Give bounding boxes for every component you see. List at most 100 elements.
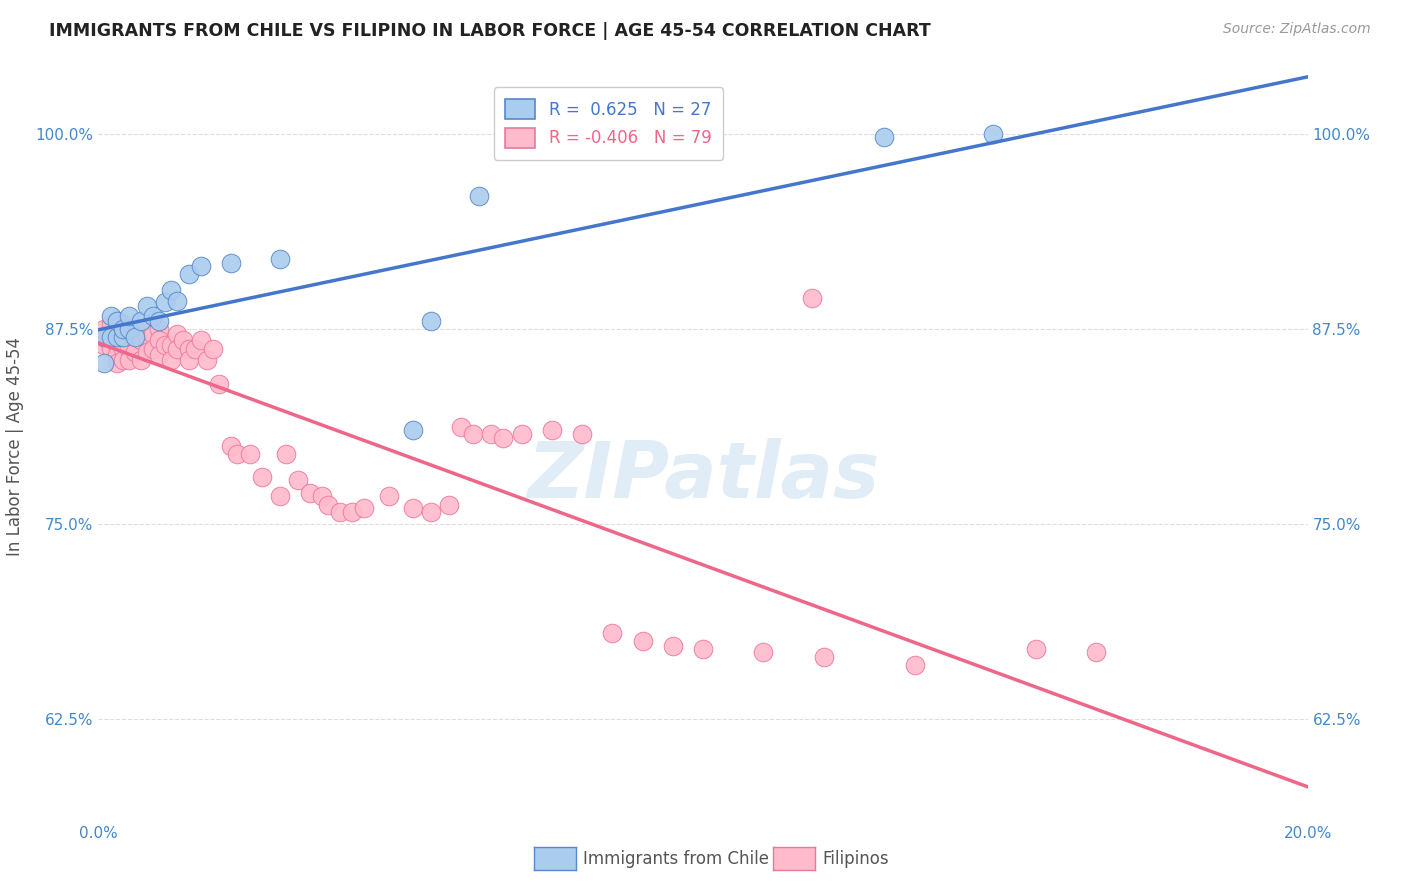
Point	[179, 353, 201, 368]
Point	[172, 333, 194, 347]
Y-axis label: In Labor Force | Age 45-54: In Labor Force | Age 45-54	[7, 336, 24, 556]
Point	[661, 639, 683, 653]
Point	[221, 439, 243, 453]
Point	[100, 341, 122, 355]
Point	[118, 310, 141, 324]
Point	[124, 322, 146, 336]
Point	[571, 426, 593, 441]
Point	[202, 343, 225, 357]
Point	[468, 189, 491, 203]
Point	[492, 431, 515, 445]
Point	[221, 256, 243, 270]
Point	[142, 343, 165, 357]
Point	[752, 645, 775, 659]
Point	[153, 295, 176, 310]
Point	[160, 283, 183, 297]
Point	[481, 426, 503, 441]
Point	[111, 330, 134, 344]
Point	[124, 333, 146, 347]
Point	[105, 314, 128, 328]
Point	[111, 318, 134, 332]
Point	[100, 330, 122, 344]
Point	[377, 489, 399, 503]
Point	[342, 505, 364, 519]
Point	[111, 353, 134, 368]
Point	[100, 330, 122, 344]
Point	[190, 260, 212, 274]
Point	[166, 343, 188, 357]
Point	[873, 130, 896, 145]
Point	[692, 642, 714, 657]
Point	[93, 356, 115, 370]
Point	[105, 356, 128, 370]
Point	[269, 252, 291, 266]
Point	[184, 343, 207, 357]
Text: IMMIGRANTS FROM CHILE VS FILIPINO IN LABOR FORCE | AGE 45-54 CORRELATION CHART: IMMIGRANTS FROM CHILE VS FILIPINO IN LAB…	[49, 22, 931, 40]
Point	[111, 330, 134, 344]
Point	[904, 657, 927, 672]
Point	[353, 501, 375, 516]
Point	[510, 426, 533, 441]
Point	[142, 326, 165, 341]
Point	[160, 337, 183, 351]
Legend: R =  0.625   N = 27, R = -0.406   N = 79: R = 0.625 N = 27, R = -0.406 N = 79	[494, 87, 723, 160]
Point	[105, 337, 128, 351]
Point	[142, 310, 165, 324]
Point	[299, 486, 322, 500]
Point	[105, 326, 128, 341]
Point	[463, 426, 485, 441]
Point	[311, 489, 333, 503]
Point	[118, 322, 141, 336]
Point	[148, 314, 170, 328]
Point	[153, 337, 176, 351]
Text: ZIPatlas: ZIPatlas	[527, 438, 879, 514]
Point	[226, 447, 249, 461]
Point	[250, 470, 273, 484]
Point	[800, 291, 823, 305]
Point	[93, 322, 115, 336]
Point	[287, 474, 309, 488]
Point	[129, 314, 152, 328]
Point	[420, 505, 443, 519]
Point	[402, 424, 425, 438]
Point	[124, 330, 146, 344]
Point	[111, 343, 134, 357]
Point	[124, 345, 146, 359]
Point	[105, 349, 128, 363]
Point	[269, 489, 291, 503]
Point	[135, 345, 157, 359]
Point	[135, 299, 157, 313]
Point	[148, 349, 170, 363]
Point	[100, 318, 122, 332]
Point	[631, 634, 654, 648]
Point	[93, 337, 115, 351]
Point	[148, 322, 170, 336]
Point	[135, 330, 157, 344]
Point	[437, 499, 460, 513]
Point	[190, 333, 212, 347]
Point	[105, 314, 128, 328]
Point	[450, 420, 472, 434]
Point	[402, 501, 425, 516]
Point	[129, 322, 152, 336]
Point	[239, 447, 262, 461]
Point	[129, 333, 152, 347]
Point	[148, 333, 170, 347]
Point	[129, 353, 152, 368]
Point	[329, 505, 352, 519]
Point	[179, 343, 201, 357]
Point	[420, 314, 443, 328]
Point	[93, 330, 115, 344]
Point	[1024, 642, 1046, 657]
Point	[195, 353, 218, 368]
Point	[118, 353, 141, 368]
Point	[316, 499, 339, 513]
Point	[118, 333, 141, 347]
Text: Source: ZipAtlas.com: Source: ZipAtlas.com	[1223, 22, 1371, 37]
Text: Immigrants from Chile: Immigrants from Chile	[583, 849, 769, 868]
Point	[208, 376, 231, 391]
Text: Filipinos: Filipinos	[823, 849, 889, 868]
Point	[100, 310, 122, 324]
Point	[540, 424, 562, 438]
Point	[118, 322, 141, 336]
